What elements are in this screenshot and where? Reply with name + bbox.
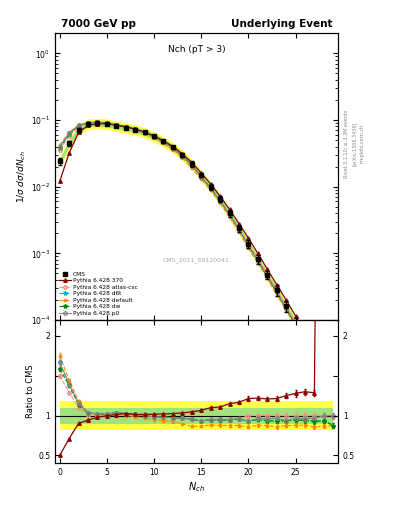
Text: [arXiv:1306.3436]: [arXiv:1306.3436] bbox=[352, 121, 357, 165]
X-axis label: $N_{ch}$: $N_{ch}$ bbox=[188, 480, 205, 494]
Text: Underlying Event: Underlying Event bbox=[231, 19, 332, 29]
Legend: CMS, Pythia 6.428 370, Pythia 6.428 atlas-csc, Pythia 6.428 d6t, Pythia 6.428 de: CMS, Pythia 6.428 370, Pythia 6.428 atla… bbox=[58, 270, 139, 317]
Y-axis label: $1/\sigma\;d\sigma/dN_{ch}$: $1/\sigma\;d\sigma/dN_{ch}$ bbox=[16, 150, 28, 203]
Text: CMS_2011_S9120041: CMS_2011_S9120041 bbox=[163, 257, 230, 263]
Text: 7000 GeV pp: 7000 GeV pp bbox=[61, 19, 136, 29]
Y-axis label: Ratio to CMS: Ratio to CMS bbox=[26, 365, 35, 418]
Text: mcplots.cern.ch: mcplots.cern.ch bbox=[360, 124, 365, 163]
Text: Rivet 3.1.10; ≥ 3.3M events: Rivet 3.1.10; ≥ 3.3M events bbox=[344, 109, 349, 178]
Text: Nch (pT > 3): Nch (pT > 3) bbox=[168, 45, 225, 54]
